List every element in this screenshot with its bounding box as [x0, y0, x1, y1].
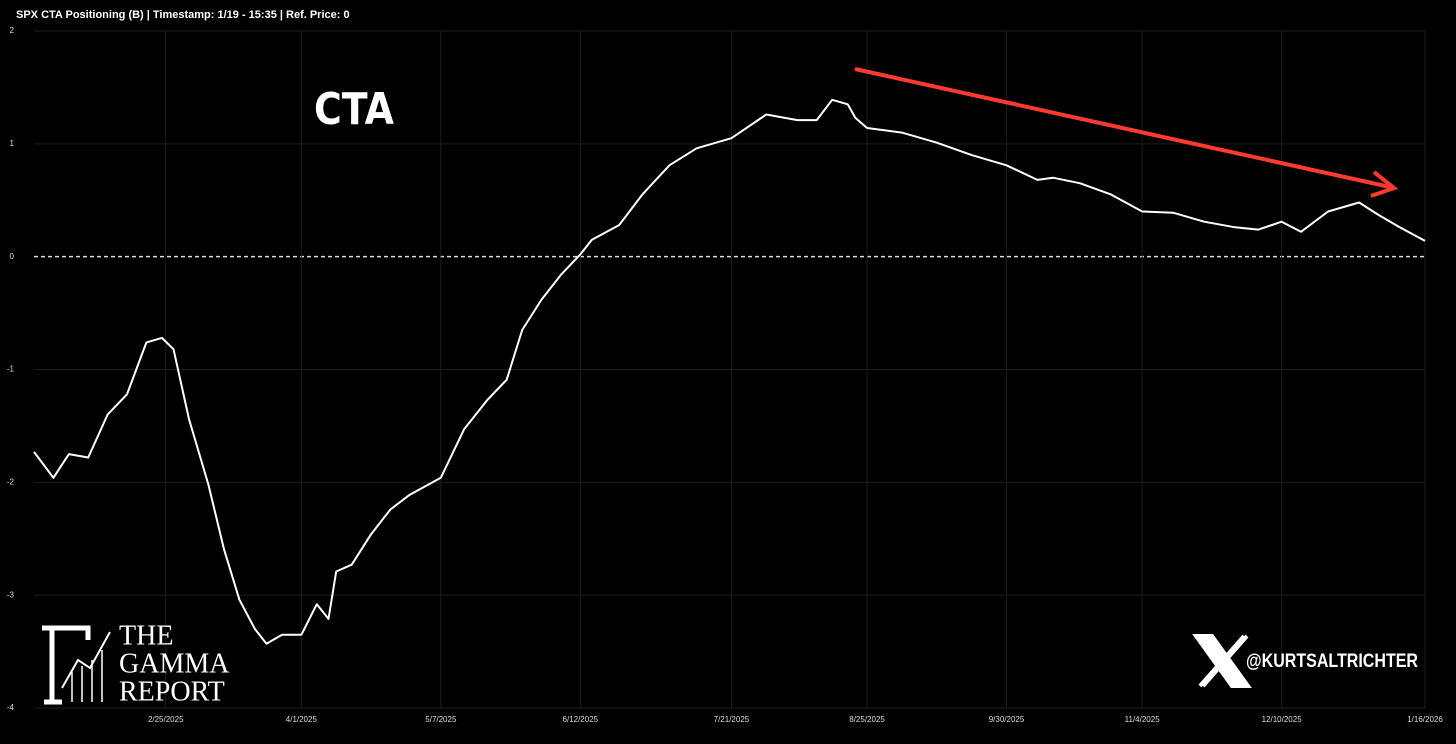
- x-tick-label: 8/25/2025: [849, 715, 885, 724]
- logo-text: REPORT: [119, 676, 225, 707]
- trend-arrow-head: [1370, 170, 1399, 198]
- x-tick-label: 5/7/2025: [425, 715, 457, 724]
- y-tick-label: 0: [10, 252, 15, 261]
- y-tick-label: -3: [7, 590, 15, 599]
- x-logo: [1192, 634, 1252, 688]
- logo-mark: [42, 625, 91, 705]
- logo-bars: [71, 650, 103, 702]
- annotation: CTA: [314, 84, 394, 135]
- logo-text: THE: [119, 620, 173, 651]
- x-tick-label: 4/1/2025: [286, 715, 318, 724]
- logo-text: GAMMA: [119, 648, 230, 679]
- line: [33, 98, 1426, 645]
- x-tick-label: 2/25/2025: [148, 715, 184, 724]
- chart-title: SPX CTA Positioning (B) | Timestamp: 1/1…: [16, 9, 350, 21]
- y-tick-label: 1: [10, 139, 15, 148]
- y-tick-label: -1: [7, 365, 15, 374]
- x-tick-label: 11/4/2025: [1125, 715, 1161, 724]
- x-tick-label: 9/30/2025: [989, 715, 1025, 724]
- handle: @KURTSALTRICHTER: [1246, 651, 1418, 672]
- x-tick-label: 12/10/2025: [1262, 715, 1303, 724]
- y-tick-label: -2: [7, 477, 15, 486]
- y-tick-label: 2: [10, 26, 15, 35]
- x-tick-label: 7/21/2025: [714, 715, 750, 724]
- trend-arrow: [854, 67, 1391, 189]
- x-tick-label: 6/12/2025: [563, 715, 599, 724]
- y-tick-label: -4: [7, 703, 15, 712]
- x-tick-label: 1/16/2026: [1407, 715, 1443, 724]
- logo-arrow: [61, 631, 111, 689]
- logo: [42, 625, 111, 705]
